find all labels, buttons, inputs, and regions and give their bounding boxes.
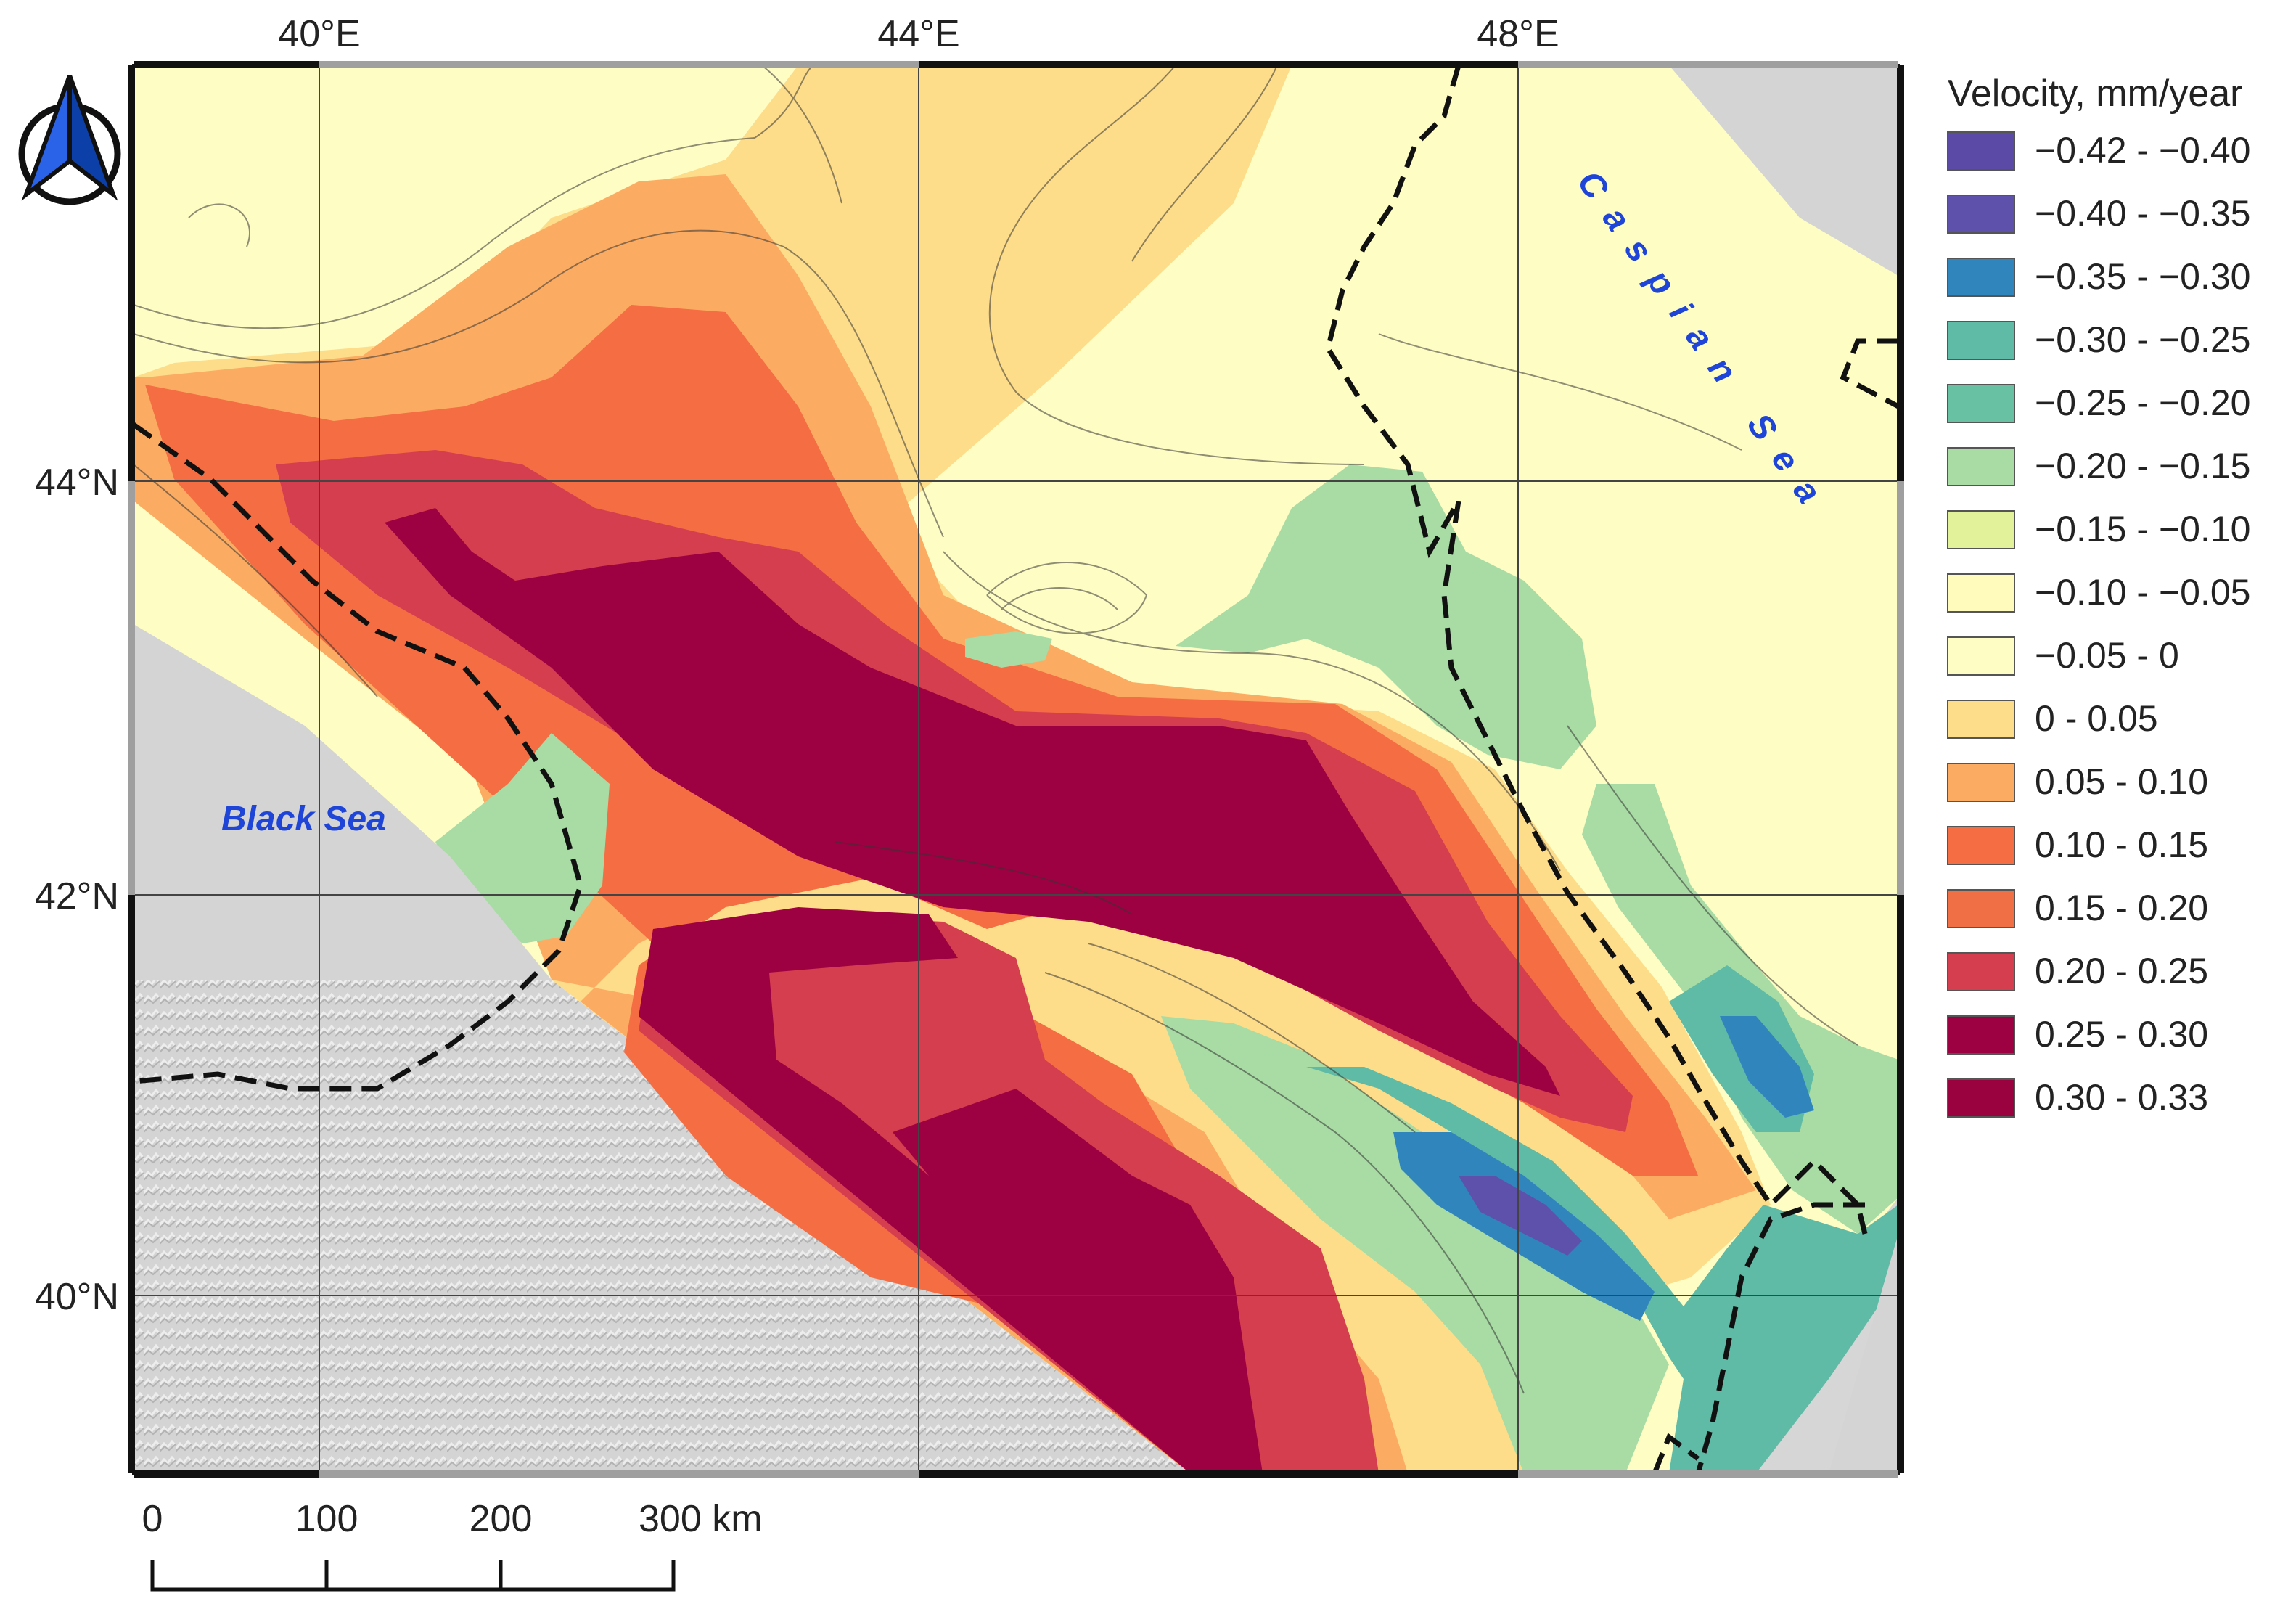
- legend-label-14: 0.25 - 0.30: [2035, 1014, 2208, 1055]
- velocity-zone-0.25-0.33-south: [639, 907, 1263, 1473]
- legend-label-9: 0 - 0.05: [2035, 698, 2158, 739]
- legend-label-3: −0.30 - −0.25: [2035, 319, 2250, 360]
- contour-lines: [134, 65, 1858, 1394]
- lon-label-40: 40°E: [278, 13, 360, 55]
- velocity-zone-green-south: [1161, 1016, 1669, 1473]
- legend-swatch-11: [1947, 826, 2015, 865]
- legend-swatch-8: [1947, 636, 2015, 676]
- legend-swatch-0: [1947, 131, 2015, 171]
- legend-label-7: −0.10 - −0.05: [2035, 572, 2250, 613]
- legend-swatch-6: [1947, 510, 2015, 549]
- legend-swatch-7: [1947, 573, 2015, 613]
- legend-title: Velocity, mm/year: [1948, 73, 2242, 115]
- legend-swatch-13: [1947, 952, 2015, 991]
- legend: Velocity, mm/year −0.42 - −0.40 −0.40 - −…: [1947, 73, 2250, 1118]
- legend-label-6: −0.15 - −0.10: [2035, 509, 2250, 549]
- legend-swatch-15: [1947, 1078, 2015, 1118]
- scale-label-200: 200: [470, 1498, 533, 1540]
- legend-swatch-10: [1947, 763, 2015, 802]
- map-area: Black Sea Caspian Sea: [134, 65, 1898, 1473]
- velocity-zone-green-west: [435, 733, 610, 943]
- legend-label-0: −0.42 - −0.40: [2035, 130, 2250, 171]
- velocity-zone-teal: [1306, 1067, 1898, 1473]
- legend-swatch-5: [1947, 447, 2015, 486]
- legend-label-4: −0.25 - −0.20: [2035, 382, 2250, 423]
- velocity-zone-blue-east: [1720, 1016, 1814, 1118]
- legend-label-11: 0.10 - 0.15: [2035, 824, 2208, 865]
- legend-label-8: −0.05 - 0: [2035, 635, 2179, 676]
- graticule: [134, 65, 1898, 1473]
- velocity-zone-purple: [1459, 1176, 1582, 1256]
- black-sea-area: [134, 624, 552, 980]
- legend-label-12: 0.15 - 0.20: [2035, 888, 2208, 928]
- legend-label-1: −0.40 - −0.35: [2035, 193, 2250, 234]
- map-frame: [128, 61, 1904, 1478]
- lon-label-44: 44°E: [877, 13, 959, 55]
- velocity-zone-green-caspian: [1176, 464, 1596, 769]
- legend-swatch-14: [1947, 1015, 2015, 1055]
- scale-bar: 0 100 200 300 km: [142, 1498, 763, 1592]
- caspian-gray-corner: [1669, 65, 1898, 276]
- southeast-gray-corner: [1829, 1234, 1898, 1473]
- legend-swatch-1: [1947, 195, 2015, 234]
- black-sea-label: Black Sea: [221, 800, 386, 838]
- legend-label-5: −0.20 - −0.15: [2035, 446, 2250, 486]
- legend-swatch-2: [1947, 258, 2015, 297]
- velocity-zone-0.25-0.33: [385, 508, 1560, 1096]
- legend-items: −0.42 - −0.40 −0.40 - −0.35 −0.35 - −0.30 −…: [1947, 130, 2250, 1118]
- lon-label-48: 48°E: [1477, 13, 1559, 55]
- north-arrow-icon: [18, 74, 121, 205]
- scale-label-100: 100: [295, 1498, 358, 1540]
- legend-label-15: 0.30 - 0.33: [2035, 1077, 2208, 1118]
- legend-swatch-4: [1947, 384, 2015, 423]
- velocity-zone-green-small: [965, 631, 1052, 668]
- legend-swatch-12: [1947, 889, 2015, 928]
- lat-label-44: 44°N: [35, 462, 119, 504]
- country-borders: [134, 65, 1898, 1473]
- legend-label-13: 0.20 - 0.25: [2035, 951, 2208, 991]
- legend-label-2: −0.35 - −0.30: [2035, 256, 2250, 297]
- legend-label-10: 0.05 - 0.10: [2035, 761, 2208, 802]
- scale-label-0: 0: [142, 1498, 163, 1540]
- lat-label-40: 40°N: [35, 1276, 119, 1318]
- lat-label-42: 42°N: [35, 875, 119, 917]
- legend-swatch-9: [1947, 700, 2015, 739]
- legend-swatch-3: [1947, 321, 2015, 360]
- scale-label-300: 300 km: [639, 1498, 763, 1540]
